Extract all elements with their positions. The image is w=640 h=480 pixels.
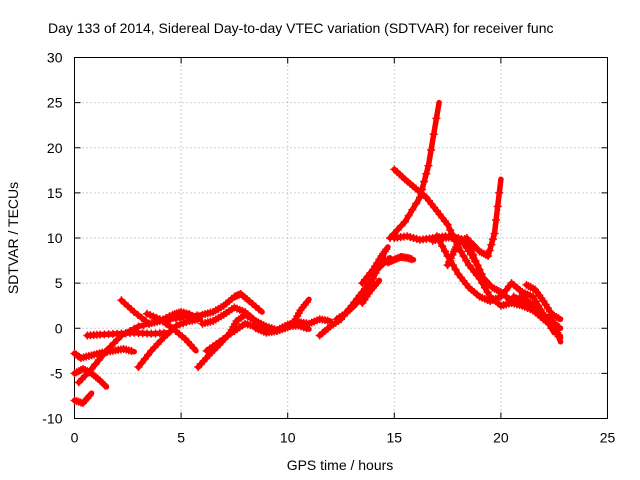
data-point (407, 255, 416, 264)
data-point (471, 256, 480, 265)
x-tick-label: 10 (280, 430, 296, 446)
x-tick-label: 0 (71, 430, 79, 446)
data-point (443, 220, 452, 229)
data-point (144, 350, 153, 359)
y-tick-label: 5 (55, 275, 63, 291)
data-point (98, 351, 107, 360)
data-point (554, 332, 563, 341)
y-tick-label: 20 (47, 140, 63, 156)
data-point (85, 391, 94, 400)
data-point (480, 283, 489, 292)
data-point (429, 130, 438, 139)
data-point (106, 342, 115, 351)
data-point (552, 327, 561, 336)
y-tick-label: 15 (47, 185, 63, 201)
data-point (432, 114, 441, 123)
data-point (456, 247, 465, 256)
data-point (488, 235, 497, 244)
y-tick-label: 0 (55, 320, 63, 336)
data-point (412, 199, 421, 208)
data-point (424, 161, 433, 170)
data-point (382, 245, 391, 254)
data-point (404, 211, 413, 220)
x-tick-label: 5 (177, 430, 185, 446)
data-point (475, 265, 484, 274)
data-point (473, 261, 482, 270)
series-layer (70, 99, 564, 408)
y-tick-label: -5 (50, 365, 63, 381)
data-point (134, 363, 143, 372)
data-point (323, 316, 332, 325)
data-point (373, 278, 382, 287)
data-point (422, 169, 431, 178)
data-point (487, 240, 496, 249)
data-point (492, 215, 501, 224)
data-point (99, 379, 108, 388)
data-point (193, 315, 202, 324)
data-point (495, 188, 504, 197)
data-point (109, 339, 118, 348)
data-point (288, 319, 297, 328)
data-point (87, 364, 96, 373)
data-point (462, 234, 471, 242)
y-tick-label: 30 (47, 50, 63, 66)
data-point (490, 229, 499, 238)
data-point (435, 237, 444, 246)
y-axis-label: SDTVAR / TECUs (5, 182, 21, 294)
data-point (483, 288, 492, 297)
data-point (469, 250, 478, 259)
data-point (408, 205, 417, 214)
data-point (140, 354, 149, 363)
data-point (550, 322, 559, 331)
chart-title: Day 133 of 2014, Sidereal Day-to-day VTE… (48, 20, 554, 36)
data-point (446, 256, 455, 265)
data-point (438, 242, 447, 251)
y-tick-label: 25 (47, 95, 63, 111)
data-point (448, 261, 457, 270)
data-point (493, 202, 502, 211)
data-point (462, 256, 471, 265)
data-point (446, 226, 455, 235)
grid (74, 57, 608, 419)
x-tick-label: 25 (600, 430, 616, 446)
data-point (427, 146, 436, 155)
data-point (366, 277, 375, 286)
data-point (420, 177, 429, 186)
data-point (127, 347, 136, 356)
data-point (451, 265, 460, 274)
data-point (477, 270, 486, 279)
data-point (137, 358, 146, 367)
data-point (400, 217, 409, 226)
data-point (95, 355, 104, 364)
data-point (534, 301, 543, 310)
x-tick-label: 20 (493, 430, 509, 446)
data-point (302, 298, 311, 307)
x-tick-label: 15 (387, 430, 403, 446)
data-point (485, 246, 494, 255)
y-tick-label: 10 (47, 230, 63, 246)
data-point (254, 305, 263, 314)
data-point (185, 310, 194, 319)
data-point (397, 221, 406, 230)
data-point (467, 245, 476, 254)
x-axis-label: GPS time / hours (287, 457, 394, 473)
data-point (440, 247, 449, 256)
y-tick-label: -10 (42, 411, 62, 427)
data-point (528, 292, 537, 301)
data-point (91, 360, 100, 369)
data-point (531, 297, 540, 306)
data-point (432, 232, 441, 241)
data-point (554, 314, 563, 323)
axis-ticks: 0 5 10 15 20 25 -10 -5 0 5 10 15 20 25 30 (42, 50, 615, 446)
data-point (443, 252, 452, 261)
data-point (484, 252, 493, 261)
data-point (459, 252, 468, 261)
data-point (102, 346, 111, 355)
data-point (464, 239, 473, 248)
data-point (189, 343, 198, 352)
data-point (100, 381, 109, 390)
data-point (393, 225, 402, 234)
